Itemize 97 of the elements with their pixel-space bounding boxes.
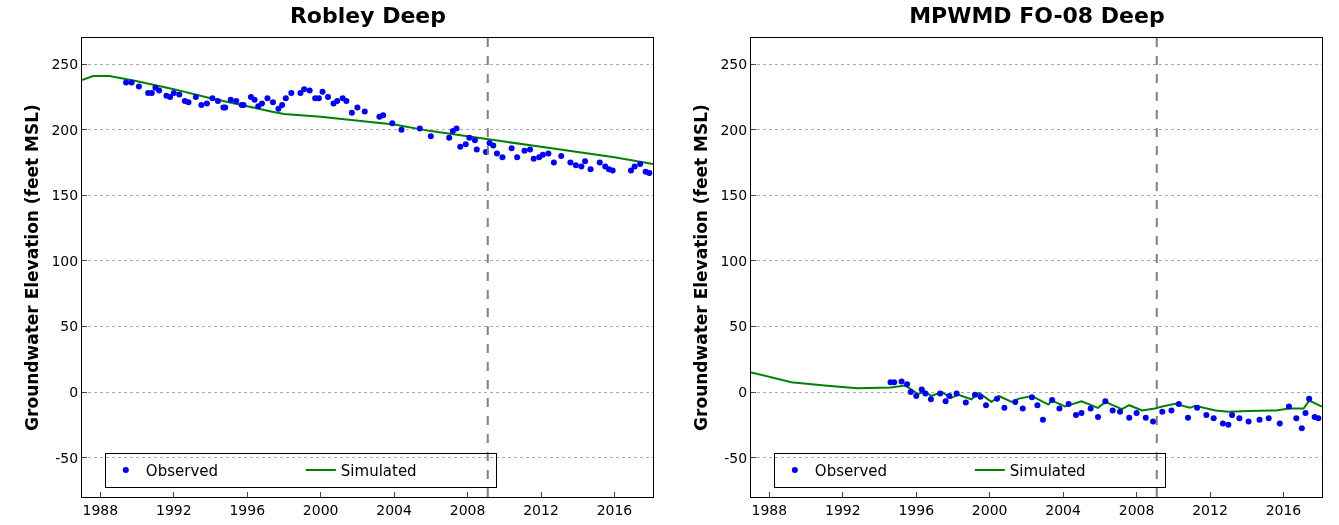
point: [1039, 416, 1046, 423]
x-tick-label: 2008: [1118, 501, 1155, 518]
legend-label: Observed: [145, 461, 219, 480]
x-tick-label: 2000: [302, 501, 339, 518]
point: [1276, 420, 1283, 427]
x-tick-label: 1996: [898, 501, 935, 518]
point: [1117, 408, 1124, 415]
x-tick-label: 2000: [971, 501, 1008, 518]
point: [1150, 418, 1157, 425]
point: [922, 390, 929, 397]
x-tick-label: 2004: [1045, 501, 1082, 518]
x-tick-label: 1988: [751, 501, 788, 518]
x-tick-label: 1992: [155, 501, 192, 518]
point: [1225, 421, 1232, 428]
point: [927, 396, 934, 403]
point: [971, 391, 978, 398]
y-tick-label: -50: [724, 449, 748, 466]
y-tick-label: 200: [720, 121, 748, 138]
point: [1072, 412, 1079, 419]
point: [1049, 396, 1056, 403]
point: [1102, 398, 1109, 405]
point: [1175, 400, 1182, 407]
point: [1056, 405, 1063, 412]
y-tick-label: 100: [51, 252, 79, 269]
x-tick-label: 2004: [376, 501, 413, 518]
point: [1078, 410, 1085, 417]
x-tick-label: 1988: [82, 501, 119, 518]
chart-title: Robley Deep: [289, 3, 447, 29]
point: [953, 390, 960, 397]
point: [1203, 412, 1210, 419]
y-axis-title: Groundwater Elevation (feet MSL): [691, 104, 711, 431]
point: [983, 402, 990, 409]
legend-label: Simulated: [340, 461, 417, 480]
line-series: [82, 75, 653, 165]
point: [1126, 414, 1133, 421]
point: [962, 399, 969, 406]
point: [1194, 404, 1201, 411]
point: [891, 379, 898, 386]
point: [1229, 412, 1236, 419]
x-tick-label: 2016: [1265, 501, 1302, 518]
point: [1236, 415, 1243, 422]
y-tick-label: 0: [69, 383, 79, 400]
point: [1019, 405, 1026, 412]
x-tick-label: 2012: [1192, 501, 1228, 518]
point: [907, 389, 914, 396]
point: [1315, 415, 1322, 422]
point: [1306, 395, 1313, 402]
point: [1302, 410, 1309, 417]
y-tick-label: 50: [729, 318, 748, 335]
point: [1034, 402, 1041, 409]
point: [1285, 403, 1292, 410]
point: [1095, 414, 1102, 420]
point: [1087, 405, 1094, 412]
point: [977, 393, 984, 400]
point: [1159, 408, 1166, 415]
y-tick-label: 250: [51, 56, 79, 73]
x-tick-label: 1992: [824, 501, 861, 518]
point: [904, 381, 911, 388]
point: [1168, 407, 1175, 414]
point: [1001, 404, 1008, 411]
legend-label: Observed: [814, 461, 888, 480]
y-tick-label: 250: [720, 56, 748, 73]
point: [1293, 415, 1300, 422]
y-axis-title: Groundwater Elevation (feet MSL): [22, 104, 42, 431]
point: [937, 390, 944, 397]
point: [1219, 420, 1226, 427]
y-tick-label: 100: [720, 252, 748, 269]
point: [994, 395, 1001, 402]
point: [1245, 418, 1252, 425]
point: [946, 393, 953, 400]
point: [1210, 415, 1217, 422]
point: [942, 398, 949, 405]
point: [1184, 414, 1191, 421]
y-tick-label: 150: [720, 187, 748, 204]
x-tick-label: 2012: [523, 501, 559, 518]
point: [1256, 416, 1263, 423]
point: [1142, 414, 1149, 421]
y-tick-label: -50: [55, 449, 79, 466]
point: [1298, 425, 1305, 432]
y-tick-label: 200: [51, 121, 79, 138]
y-tick-label: 150: [51, 187, 79, 204]
chart-title: MPWMD FO-08 Deep: [909, 3, 1165, 29]
x-tick-label: 1996: [229, 501, 266, 518]
point: [1133, 410, 1140, 417]
point: [1109, 407, 1116, 414]
x-tick-label: 2016: [596, 501, 633, 518]
point: [1265, 415, 1272, 422]
point: [1028, 394, 1035, 401]
point: [1012, 398, 1019, 405]
point: [913, 393, 920, 400]
y-tick-label: 0: [738, 383, 748, 400]
legend-label: Simulated: [1009, 461, 1086, 480]
point: [1065, 400, 1072, 407]
point: [918, 386, 925, 393]
x-tick-label: 2008: [449, 501, 486, 518]
y-tick-label: 50: [60, 318, 79, 335]
point: [898, 378, 905, 385]
